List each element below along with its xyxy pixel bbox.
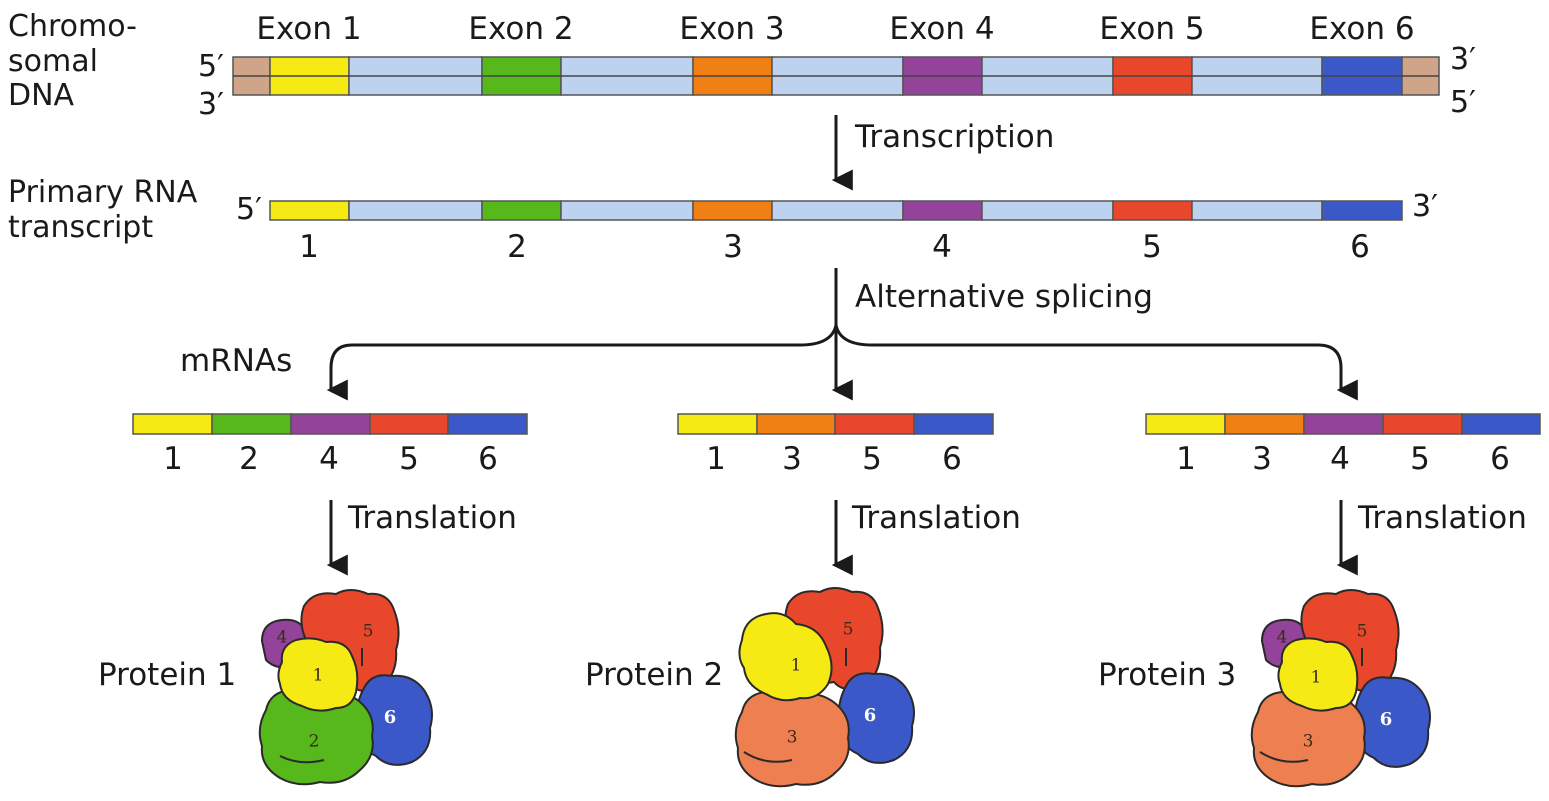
rna-exon-2 (481, 200, 562, 221)
exon-label-4: Exon 4 (889, 11, 995, 47)
p3-label-4: 4 (1276, 627, 1288, 648)
mrna3-exon-6 (1461, 413, 1541, 435)
mrna3-exon-3 (1224, 413, 1305, 435)
translation-label-3: Translation (1358, 500, 1527, 536)
mrna3-exon-5 (1382, 413, 1463, 435)
protein-3-structure (1250, 589, 1431, 788)
dna-label: Chromo- somal DNA (8, 9, 137, 113)
rna-intron-5 (1191, 200, 1323, 221)
p2-label-3: 3 (786, 727, 798, 748)
mrna2-exon-6 (913, 413, 994, 435)
mrna3-number: 4 (1330, 441, 1350, 477)
rna-exon-5 (1112, 200, 1193, 221)
p1-label-6: 6 (383, 707, 397, 728)
transcription-label: Transcription (855, 119, 1055, 155)
mrna3-exon-4 (1303, 413, 1384, 435)
alternative-splicing-label: Alternative splicing (855, 279, 1153, 315)
p3-label-3: 3 (1302, 731, 1314, 752)
rna-intron-3 (771, 200, 904, 221)
p1-label-4: 4 (276, 627, 288, 648)
rna-exon-number-2: 2 (507, 229, 527, 265)
rna-3-end: 3′ (1412, 189, 1438, 224)
mrna1-exon-6 (447, 413, 528, 435)
splice-branch-left (326, 324, 838, 401)
mrna1-exon-2 (211, 413, 292, 435)
protein-label-3: Protein 3 (1098, 657, 1237, 693)
p2-label-6: 6 (863, 705, 877, 726)
mrna1-exon-4 (290, 413, 371, 435)
mrna3-number: 1 (1176, 441, 1196, 477)
mrna2-number: 6 (942, 441, 962, 477)
exon-label-3: Exon 3 (679, 11, 785, 47)
rna-exon-number-3: 3 (723, 229, 743, 265)
exon-label-2: Exon 2 (468, 11, 574, 47)
mrna2-number: 3 (782, 441, 802, 477)
mrna1-number: 2 (239, 441, 259, 477)
mrna2-exon-5 (834, 413, 915, 435)
mrna1-number: 5 (399, 441, 419, 477)
protein-2-structure (734, 587, 915, 788)
p1-label-2: 2 (308, 731, 320, 752)
dna-top-right-end: 3′ (1450, 42, 1476, 77)
protein-1-structure (258, 589, 433, 786)
mrna3-exon-1 (1145, 413, 1226, 435)
rna-intron-1 (348, 200, 483, 221)
rna-exon-4 (902, 200, 983, 221)
rna-exon-number-5: 5 (1142, 229, 1162, 265)
p2-label-5: 5 (842, 619, 854, 640)
p2-domain-6 (837, 672, 915, 764)
p2-label-1: 1 (790, 655, 802, 676)
mrna-2 (677, 413, 994, 435)
exon-label-5: Exon 5 (1099, 11, 1205, 47)
mrna-1 (132, 413, 528, 435)
rna-exon-number-6: 6 (1350, 229, 1370, 265)
p1-domain-1 (277, 637, 359, 712)
chromosomal-dna (232, 56, 1440, 96)
rna-exon-number-1: 1 (299, 229, 319, 265)
p1-label-1: 1 (312, 665, 324, 686)
mrna1-number: 4 (319, 441, 339, 477)
p2-domain-1 (738, 612, 833, 702)
rna-exon-number-4: 4 (932, 229, 952, 265)
translation-label-2: Translation (852, 500, 1021, 536)
primary-rna-bar (269, 200, 1403, 221)
rna-exon-3 (692, 200, 773, 221)
splice-branch-right (834, 324, 1358, 401)
exon-label-6: Exon 6 (1309, 11, 1415, 47)
dna-bottom-left-end: 3′ (198, 87, 224, 122)
rna-exon-1 (269, 200, 350, 221)
dna-bottom-right-end: 5′ (1450, 85, 1476, 120)
p3-domain-6 (1353, 676, 1431, 768)
rna-intron-4 (981, 200, 1114, 221)
mrna-3 (1145, 413, 1541, 435)
mrna3-number: 6 (1490, 441, 1510, 477)
translation-label-1: Translation (348, 500, 517, 536)
mrna1-number: 6 (478, 441, 498, 477)
mrna2-number: 5 (862, 441, 882, 477)
mrna2-number: 1 (706, 441, 726, 477)
mrnas-label: mRNAs (180, 343, 293, 379)
mrna2-exon-1 (677, 413, 758, 435)
p3-label-6: 6 (1379, 709, 1393, 730)
primary-rna-label: Primary RNA transcript (8, 175, 198, 245)
p3-label-5: 5 (1356, 621, 1368, 642)
p3-label-1: 1 (1310, 667, 1322, 688)
mrna2-exon-3 (756, 413, 836, 435)
p1-label-5: 5 (362, 621, 374, 642)
exon-label-1: Exon 1 (256, 11, 362, 47)
dna-top-left-end: 5′ (198, 49, 224, 84)
mrna1-exon-5 (369, 413, 449, 435)
mrna1-exon-1 (132, 413, 213, 435)
rna-intron-2 (560, 200, 694, 221)
rna-exon-6 (1321, 200, 1403, 221)
mrna3-number: 5 (1410, 441, 1430, 477)
p3-domain-1 (1277, 637, 1359, 712)
rna-5-end: 5′ (236, 192, 262, 227)
protein-label-2: Protein 2 (585, 657, 724, 693)
mrna1-number: 1 (163, 441, 183, 477)
protein-label-1: Protein 1 (98, 657, 237, 693)
splicing-arrows (326, 268, 1358, 401)
mrna3-number: 3 (1252, 441, 1272, 477)
